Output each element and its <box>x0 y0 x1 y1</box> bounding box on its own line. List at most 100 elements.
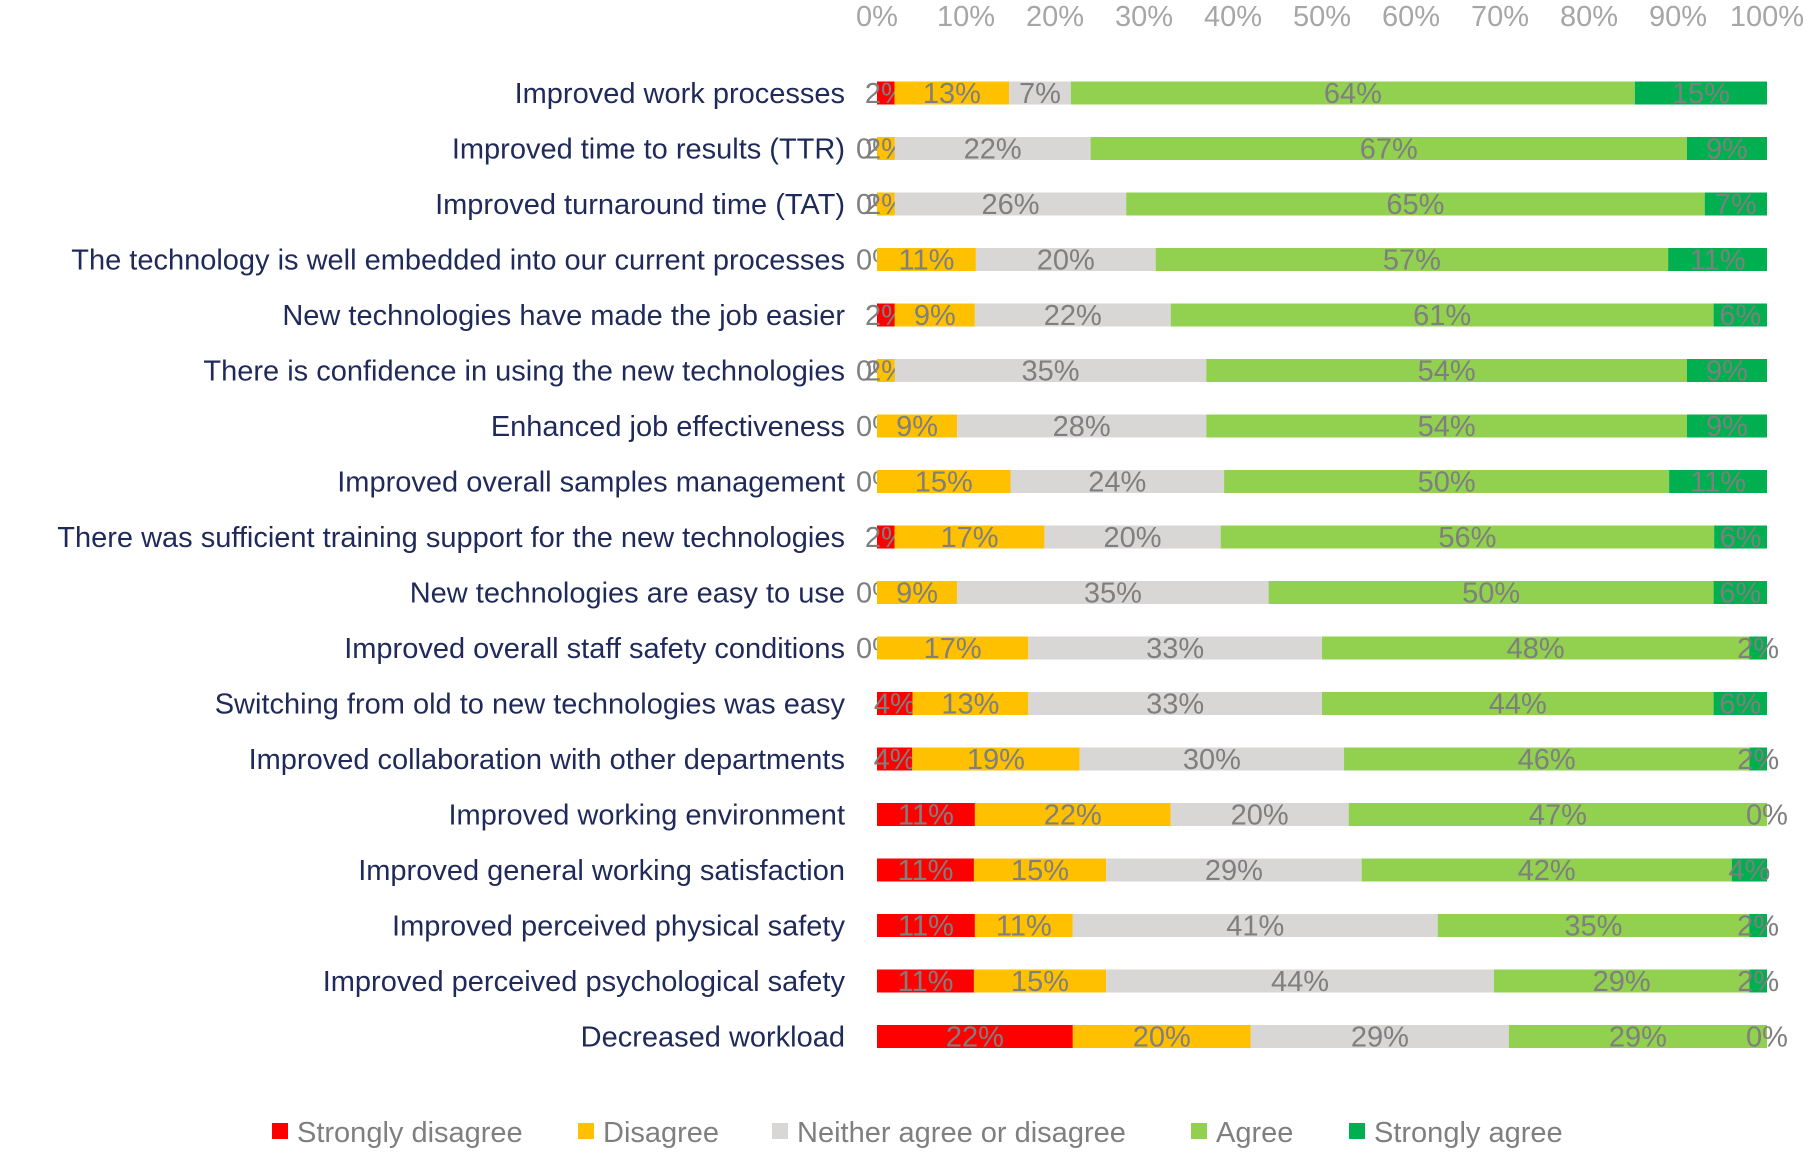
data-label: 4% <box>874 689 916 721</box>
bar-segment-agree <box>1493 969 1750 993</box>
bar-segment-strongly-agree <box>1714 525 1767 549</box>
x-tick-label: 100% <box>1730 1 1804 33</box>
bar-segment-strongly-agree <box>1713 303 1767 327</box>
data-label: 15% <box>1011 966 1069 998</box>
data-label: 35% <box>1084 578 1142 610</box>
bar-segment-strongly-agree <box>1713 581 1767 604</box>
bar-row-improved-work-processes: Improved work processes 2% 13% 7% 64% 15% <box>515 78 1767 110</box>
category-label: Improved overall staff safety conditions <box>344 633 845 665</box>
x-tick-label: 10% <box>937 1 995 33</box>
data-label: 29% <box>1205 855 1263 887</box>
legend-swatch <box>1191 1123 1207 1139</box>
data-label: 33% <box>1146 689 1204 721</box>
bar-segment-disagree <box>894 303 975 327</box>
category-label: Decreased workload <box>581 1022 845 1054</box>
legend-item-strongly-disagree: Strongly disagree <box>272 1117 523 1149</box>
x-tick-label: 60% <box>1382 1 1440 33</box>
bar-segment-neither-agree-or-disagree <box>1106 858 1362 882</box>
x-tick-label: 80% <box>1560 1 1618 33</box>
data-label: 22% <box>1044 300 1102 332</box>
bar-segment-disagree <box>1072 1025 1251 1048</box>
data-label: 11% <box>1690 467 1746 499</box>
data-label: 17% <box>941 522 999 554</box>
category-label: New technologies have made the job easie… <box>282 300 845 332</box>
bar-segment-agree <box>1126 192 1705 216</box>
data-label: 9% <box>1706 134 1748 166</box>
bar-segment-neither-agree-or-disagree <box>957 581 1269 604</box>
bar-segment-strongly-agree <box>1749 914 1767 937</box>
x-tick-label: 70% <box>1471 1 1529 33</box>
category-label: Improved collaboration with other depart… <box>249 744 845 776</box>
data-label: 11% <box>1690 245 1746 277</box>
bar-segment-strongly-disagree <box>877 303 895 327</box>
bar-row-improved-perceived-psychological-safety: Improved perceived psychological safety 1… <box>323 966 1779 998</box>
bar-segment-agree <box>1508 1025 1767 1048</box>
data-label: 41% <box>1226 911 1284 943</box>
data-label: 50% <box>1418 467 1476 499</box>
category-label: Improved perceived physical safety <box>392 911 845 943</box>
bar-segment-disagree <box>974 914 1073 937</box>
bar-segment-strongly-disagree <box>877 858 974 882</box>
data-label: 26% <box>981 189 1039 221</box>
data-label: 56% <box>1438 522 1496 554</box>
data-label: 11% <box>996 911 1052 943</box>
data-label: 4% <box>1728 855 1770 887</box>
data-label: 29% <box>1593 966 1651 998</box>
bar-segment-neither-agree-or-disagree <box>1106 969 1494 993</box>
bar-segment-neither-agree-or-disagree <box>1028 636 1322 660</box>
category-label: There is confidence in using the new tec… <box>203 356 845 388</box>
bar-segment-agree <box>1322 636 1750 660</box>
bar-segment-agree <box>1070 81 1635 105</box>
data-label: 15% <box>1672 78 1730 110</box>
bar-segment-disagree <box>973 969 1107 993</box>
bar-segment-neither-agree-or-disagree <box>1170 803 1349 826</box>
data-label: 2% <box>1737 633 1779 665</box>
bar-segment-agree <box>1224 470 1670 493</box>
bar-row-decreased-workload: Decreased workload 22% 20% 29% 29% 0% <box>581 1022 1788 1054</box>
data-label: 9% <box>896 411 938 443</box>
legend: Strongly disagree Disagree Neither agree o… <box>272 1117 1563 1149</box>
data-label: 13% <box>941 689 999 721</box>
bar-segment-strongly-agree <box>1634 81 1767 105</box>
bar-segment-neither-agree-or-disagree <box>975 248 1156 271</box>
data-label: 44% <box>1271 966 1329 998</box>
bar-segment-disagree <box>974 803 1171 826</box>
bar-segment-neither-agree-or-disagree <box>1072 914 1438 937</box>
bar-row-improved-perceived-physical-safety: Improved perceived physical safety 11% 11%… <box>392 911 1779 943</box>
bar-segment-disagree <box>877 137 895 160</box>
bar-segment-neither-agree-or-disagree <box>957 414 1207 438</box>
data-label: 11% <box>898 855 954 887</box>
data-label: 54% <box>1418 411 1476 443</box>
bar-segment-strongly-agree <box>1686 359 1767 382</box>
data-label: 7% <box>1715 189 1757 221</box>
bar-segment-agree <box>1090 137 1687 160</box>
bar-segment-agree <box>1322 692 1714 715</box>
bar-segment-strongly-agree <box>1749 969 1767 993</box>
bar-segment-neither-agree-or-disagree <box>894 137 1091 160</box>
data-label: 17% <box>924 633 982 665</box>
data-label: 19% <box>967 744 1025 776</box>
bar-segment-agree <box>1361 858 1732 882</box>
legend-swatch <box>772 1123 788 1139</box>
x-axis-ticks: 0% 10% 20% 30% 40% 50% 60% 70% 80% 90% 100% <box>856 1 1804 33</box>
category-label: The technology is well embedded into our… <box>71 245 845 277</box>
x-tick-label: 90% <box>1649 1 1707 33</box>
data-label: 46% <box>1518 744 1576 776</box>
bar-segment-agree <box>1348 803 1767 826</box>
bar-segment-agree <box>1206 414 1687 438</box>
data-label: 9% <box>914 300 956 332</box>
data-label: 6% <box>1719 578 1761 610</box>
data-label: 9% <box>896 578 938 610</box>
chart-rows: Improved work processes 2% 13% 7% 64% 15% Impr… <box>57 78 1788 1054</box>
data-label: 13% <box>923 78 981 110</box>
bar-segment-neither-agree-or-disagree <box>894 192 1127 216</box>
x-tick-label: 40% <box>1204 1 1262 33</box>
bar-segment-neither-agree-or-disagree <box>894 359 1207 382</box>
bar-row-improved-overall-staff-safety-conditions: Improved overall staff safety conditions… <box>344 633 1779 665</box>
data-label: 4% <box>874 744 916 776</box>
legend-label: Agree <box>1216 1117 1293 1149</box>
data-label: 24% <box>1088 467 1146 499</box>
bar-segment-neither-agree-or-disagree <box>1250 1025 1509 1048</box>
data-label: 0% <box>1746 800 1788 832</box>
